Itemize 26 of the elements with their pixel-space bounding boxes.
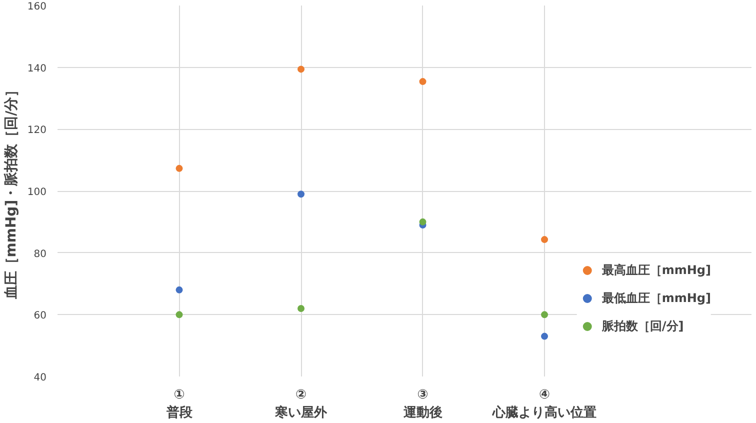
point <box>298 66 305 73</box>
point <box>298 304 305 312</box>
y-tick-label: 100 <box>27 187 47 198</box>
point <box>298 190 305 198</box>
legend-label: 最低血圧［mmHg] <box>602 290 711 306</box>
y-tick-label: 40 <box>34 372 47 384</box>
point <box>541 332 548 340</box>
point <box>176 164 183 172</box>
y-tick-label: 120 <box>27 125 47 136</box>
y-tick-label: 80 <box>34 248 47 260</box>
x-tick-label: ③ 運動後 <box>402 388 442 420</box>
point <box>419 218 426 226</box>
legend-label: 最高血圧［mmHg] <box>602 262 711 278</box>
point <box>176 286 183 294</box>
legend-label: 脈拍数［回/分] <box>602 318 684 334</box>
point <box>541 236 548 244</box>
point <box>419 78 426 86</box>
y-tick-label: 60 <box>34 310 47 322</box>
point <box>541 311 548 318</box>
x-tick-label: ① 普段 <box>165 388 194 420</box>
x-tick-label: ④ 心臓より高い位置 <box>492 388 597 420</box>
x-tick-label: ② 寒い屋外 <box>274 388 328 420</box>
y-tick-label: 160 <box>27 2 47 12</box>
y-axis-title: 血圧［mmHg]・脈拍数［回/分］ <box>3 82 20 300</box>
y-tick-label: 140 <box>27 63 47 74</box>
point <box>176 311 183 318</box>
